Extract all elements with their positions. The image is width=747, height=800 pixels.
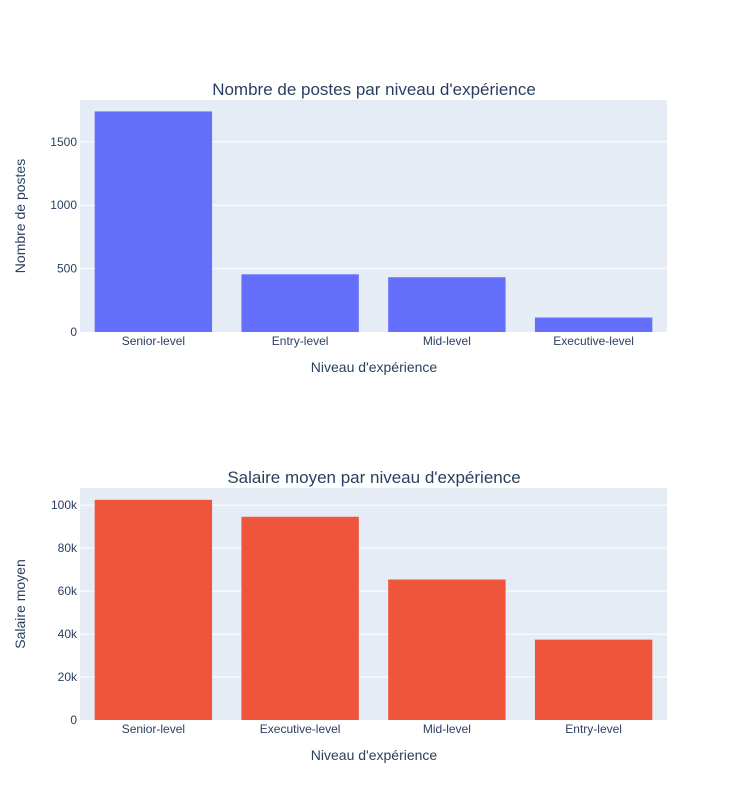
x-axis-title-1: Niveau d'expérience [311, 359, 438, 375]
x-tick-label: Senior-level [122, 722, 185, 736]
y-tick-label: 0 [70, 713, 77, 727]
bar-senior-level[interactable] [94, 111, 213, 332]
bar-senior-level[interactable] [94, 499, 213, 720]
chart-experience-count: 0 500 1000 1500 Senior-level Entry-level Mid-… [12, 80, 667, 375]
bar-executive-level[interactable] [241, 516, 359, 720]
chart-title-2: Salaire moyen par niveau d'expérience [227, 468, 520, 487]
y-tick-label: 1000 [50, 198, 77, 212]
y-axis-title-1: Nombre de postes [12, 159, 28, 273]
chart-average-salary: 0 20k 40k 60k 80k 100k Senior-level Executive-… [12, 468, 667, 763]
y-axis-title-2: Salaire moyen [12, 559, 28, 649]
bar-mid-level[interactable] [388, 277, 506, 332]
bar-entry-level[interactable] [534, 639, 653, 720]
y-tick-label: 80k [58, 541, 78, 555]
bar-executive-level[interactable] [534, 317, 653, 332]
bar-mid-level[interactable] [388, 579, 506, 720]
y-ticks-2: 0 20k 40k 60k 80k 100k [51, 498, 78, 727]
x-axis-title-2: Niveau d'expérience [311, 747, 438, 763]
chart-title-1: Nombre de postes par niveau d'expérience [212, 80, 536, 99]
y-tick-label: 500 [57, 262, 77, 276]
x-tick-label: Senior-level [122, 334, 185, 348]
x-tick-label: Mid-level [423, 334, 471, 348]
bar-entry-level[interactable] [241, 274, 359, 332]
x-tick-label: Entry-level [272, 334, 329, 348]
y-tick-label: 60k [58, 584, 78, 598]
x-tick-label: Executive-level [260, 722, 341, 736]
x-ticks-2: Senior-level Executive-level Mid-level Entr… [122, 722, 622, 736]
bars-2 [94, 499, 653, 720]
x-tick-label: Executive-level [553, 334, 634, 348]
x-ticks-1: Senior-level Entry-level Mid-level Executiv… [122, 334, 634, 348]
x-tick-label: Mid-level [423, 722, 471, 736]
y-tick-label: 1500 [50, 135, 77, 149]
y-tick-label: 0 [70, 325, 77, 339]
y-tick-label: 40k [58, 627, 78, 641]
bars-1 [94, 111, 653, 332]
x-tick-label: Entry-level [565, 722, 622, 736]
y-tick-label: 100k [51, 498, 78, 512]
y-tick-label: 20k [58, 670, 78, 684]
y-ticks-1: 0 500 1000 1500 [50, 135, 77, 339]
